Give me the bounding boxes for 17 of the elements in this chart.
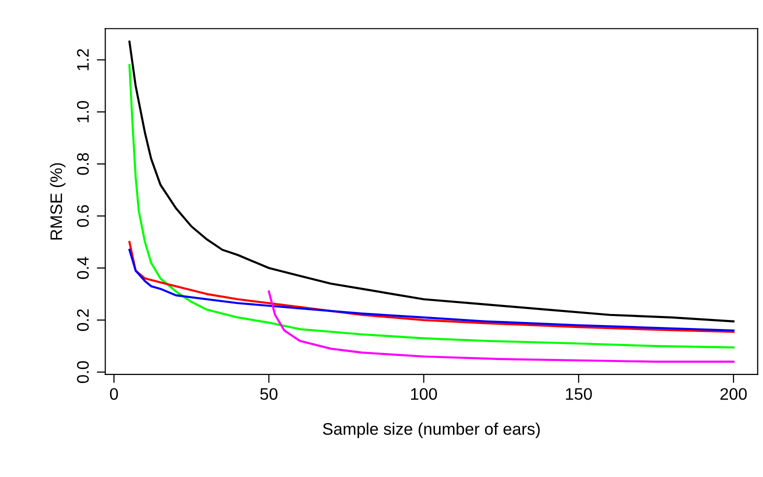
x-tick-label: 100 xyxy=(411,388,437,400)
y-tick-label: 0.6 xyxy=(77,205,89,227)
x-tick-label: 0 xyxy=(110,388,118,400)
y-tick-label: 0.8 xyxy=(77,153,89,175)
y-tick-label: 0.2 xyxy=(77,309,89,331)
line-series xyxy=(128,64,735,348)
x-axis-title: Sample size (number of ears) xyxy=(322,422,540,438)
line-series xyxy=(268,290,735,363)
x-tick-label: 150 xyxy=(566,388,592,400)
y-tick-label: 1.2 xyxy=(77,49,89,70)
line-series xyxy=(128,40,735,322)
y-axis-title: RMSE (%) xyxy=(50,163,66,240)
y-tick-label: 1.0 xyxy=(77,100,89,122)
y-tick-label: 0.4 xyxy=(77,256,89,279)
y-tick-label: 0.0 xyxy=(77,361,89,384)
x-tick-label: 200 xyxy=(720,388,747,400)
x-tick-label: 50 xyxy=(260,388,278,400)
